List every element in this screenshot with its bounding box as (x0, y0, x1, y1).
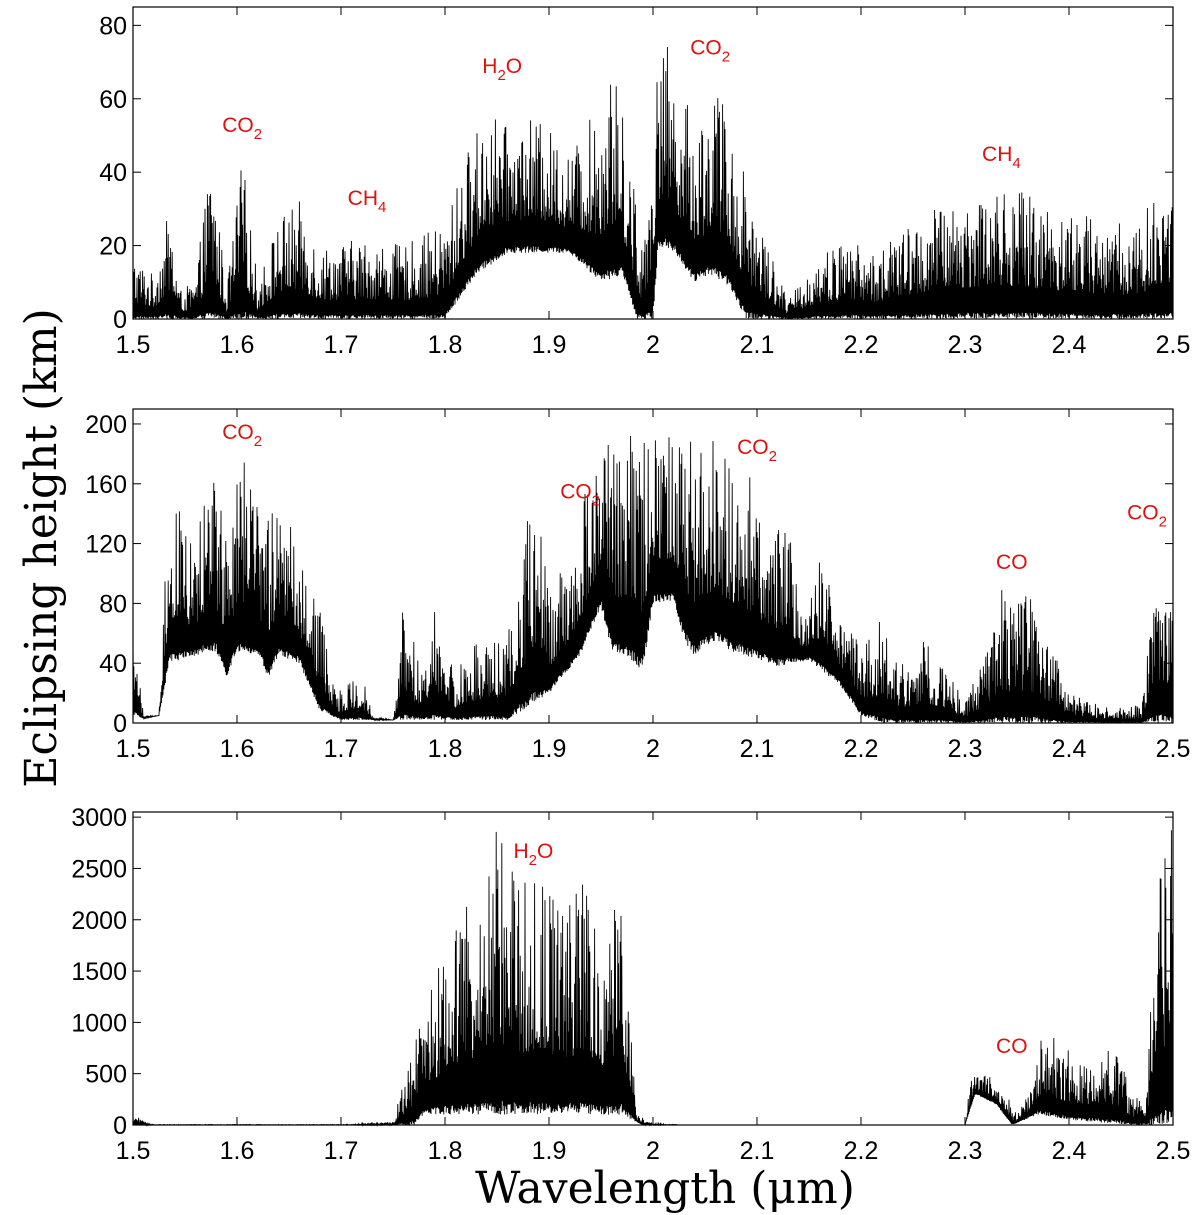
y-tick-label: 0 (113, 710, 127, 738)
x-axis-title: Wavelength (μm) (475, 1163, 855, 1214)
x-tick-label: 2.3 (948, 1137, 983, 1165)
x-tick-label: 1.7 (324, 735, 359, 763)
molecule-label: CH4 (348, 187, 387, 216)
x-tick-label: 2.5 (1156, 1137, 1191, 1165)
molecule-label: CO2 (222, 114, 262, 143)
x-tick-label: 2.1 (740, 735, 775, 763)
x-tick-label: 2.1 (740, 331, 775, 359)
y-tick-label: 40 (99, 159, 127, 187)
plot-frame (132, 811, 1174, 1126)
y-tick-label: 1500 (71, 958, 127, 986)
molecule-label: CO (996, 1035, 1028, 1058)
x-tick-label: 2.3 (948, 331, 983, 359)
y-tick-label: 80 (99, 590, 127, 618)
x-tick-label: 1.8 (428, 331, 463, 359)
x-tick-label: 2.5 (1156, 331, 1191, 359)
y-tick-label: 0 (113, 306, 127, 334)
x-tick-label: 2.2 (844, 735, 879, 763)
y-tick-label: 0 (113, 1112, 127, 1140)
y-tick-label: 500 (85, 1061, 127, 1089)
x-tick-label: 1.5 (116, 331, 151, 359)
x-tick-label: 2.4 (1052, 1137, 1087, 1165)
y-axis-title: Eclipsing height (km) (16, 308, 67, 788)
x-tick-label: 1.9 (532, 1137, 567, 1165)
x-tick-label: 1.6 (220, 331, 255, 359)
x-tick-label: 2.1 (740, 1137, 775, 1165)
x-tick-label: 1.7 (324, 1137, 359, 1165)
x-tick-label: 2.3 (948, 735, 983, 763)
x-tick-label: 2.2 (844, 1137, 879, 1165)
x-tick-label: 1.9 (532, 331, 567, 359)
spectrum-line (132, 47, 1174, 320)
molecule-label: H2O (513, 840, 553, 869)
molecule-label: H2O (482, 55, 522, 84)
x-tick-label: 1.6 (220, 1137, 255, 1165)
y-tick-label: 3000 (71, 804, 127, 832)
y-tick-label: 80 (99, 12, 127, 40)
y-tick-label: 60 (99, 86, 127, 114)
panel-bottom: 1.5 1.6 1.7 1.8 1.9 2 2.1 2.2 2.3 2.4 2.5 0 500 1000 1… (71, 804, 1190, 1165)
x-tick-label: 1.5 (116, 735, 151, 763)
x-tick-label: 1.8 (428, 1137, 463, 1165)
x-tick-label: 2.4 (1052, 735, 1087, 763)
x-tick-label: 1.5 (116, 1137, 151, 1165)
y-tick-label: 2000 (71, 907, 127, 935)
y-tick-label: 120 (85, 531, 127, 559)
y-tick-label: 2500 (71, 855, 127, 883)
panel-top: 1.5 1.6 1.7 1.8 1.9 2 2.1 2.2 2.3 2.4 2.5 0 20 40 60 80… (99, 6, 1191, 359)
panel-middle: 1.5 1.6 1.7 1.8 1.9 2 2.1 2.2 2.3 2.4 2.5 0 40 80 120 1… (85, 408, 1191, 763)
spectrum-line (132, 435, 1174, 724)
x-tick-label: 1.8 (428, 735, 463, 763)
molecule-label: CO2 (222, 421, 262, 450)
x-tick-label: 2 (646, 331, 660, 359)
x-tick-label: 1.6 (220, 735, 255, 763)
y-tick-label: 1000 (71, 1009, 127, 1037)
y-tick-label: 200 (85, 411, 127, 439)
molecule-label: CO2 (560, 481, 600, 510)
molecule-label: CO2 (1127, 502, 1167, 531)
x-tick-label: 2.5 (1156, 735, 1191, 763)
molecule-label: CH4 (982, 143, 1021, 172)
molecule-label: CO2 (737, 436, 777, 465)
molecule-label: CO (996, 551, 1028, 574)
y-tick-label: 160 (85, 471, 127, 499)
x-tick-label: 2.4 (1052, 331, 1087, 359)
molecule-label: CO2 (690, 37, 730, 66)
y-tick-label: 20 (99, 233, 127, 261)
x-tick-label: 2 (646, 1137, 660, 1165)
x-tick-label: 1.7 (324, 331, 359, 359)
x-tick-label: 1.9 (532, 735, 567, 763)
y-tick-label: 40 (99, 650, 127, 678)
spectrum-line (132, 830, 1174, 1127)
x-tick-label: 2.2 (844, 331, 879, 359)
x-tick-label: 2 (646, 735, 660, 763)
